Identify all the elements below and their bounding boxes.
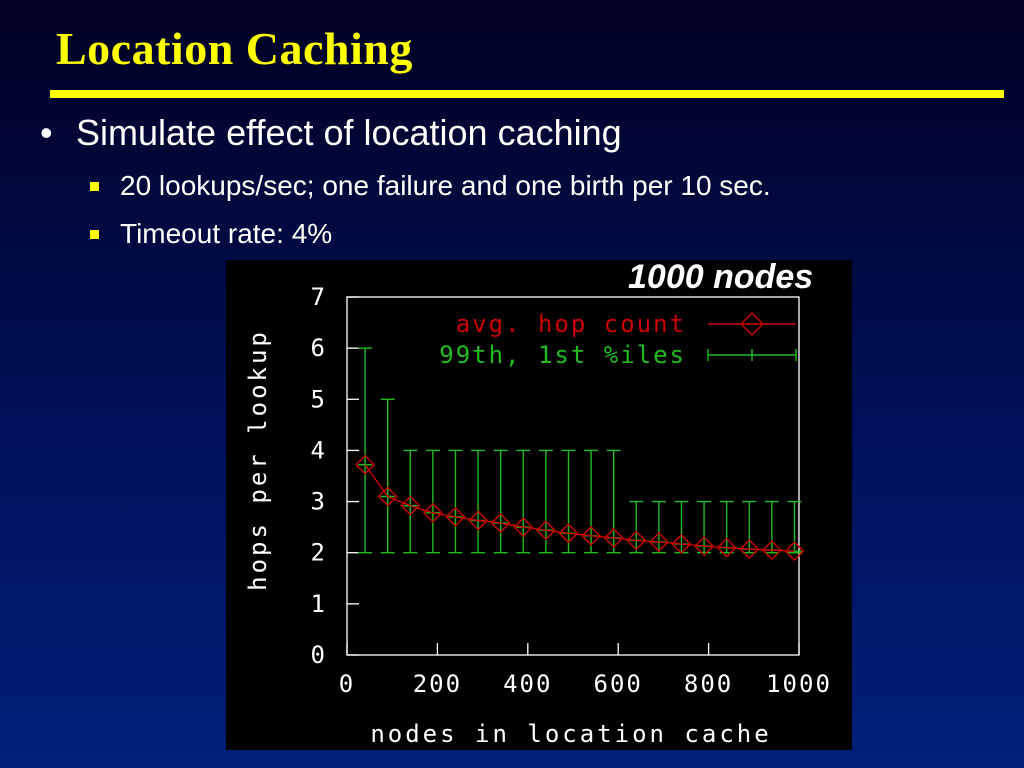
avg-point-marker [739, 539, 760, 560]
avg-hop-line [355, 454, 805, 562]
avg-point-marker [716, 537, 737, 558]
chart-axes: 0 1 2 3 4 5 6 7 0 200 400 600 800 1000 [311, 283, 832, 698]
avg-point-marker [422, 502, 443, 523]
avg-point-marker [784, 541, 805, 562]
plot-frame [346, 296, 800, 656]
y-tick-label: 4 [311, 436, 325, 464]
bullet-dot-icon: • [40, 112, 53, 153]
y-tick-label: 5 [311, 385, 325, 413]
y-tick-label: 0 [311, 641, 325, 669]
errorbar [538, 449, 553, 554]
errorbar [764, 500, 779, 554]
x-tick-label: 600 [594, 670, 643, 698]
avg-point-marker [535, 520, 556, 541]
sub-bullet-text: Timeout rate: 4% [120, 218, 333, 249]
avg-point-marker [377, 486, 398, 507]
x-tick-label: 400 [503, 670, 552, 698]
title-divider [50, 90, 1004, 98]
y-tick-label: 7 [311, 283, 325, 311]
avg-point-marker [400, 495, 421, 516]
square-bullet-icon [90, 182, 99, 191]
hop-count-chart: 0 1 2 3 4 5 6 7 0 200 400 600 800 1000 avg. hop count… [244, 283, 832, 748]
errorbar [358, 347, 373, 554]
avg-point-marker [581, 525, 602, 546]
x-axis-label: nodes in location cache [370, 720, 771, 748]
errorbar [516, 449, 531, 554]
y-axis-label: hops per lookup [244, 329, 272, 591]
avg-point-marker [671, 534, 692, 555]
avg-point-marker [761, 540, 782, 561]
errorbar [651, 500, 666, 554]
y-tick-label: 1 [311, 590, 325, 618]
x-tick-label: 1000 [766, 670, 832, 698]
y-tick-label: 3 [311, 488, 325, 516]
square-bullet-icon [90, 230, 99, 239]
chart-legend: avg. hop count 99th, 1st %iles [439, 310, 797, 369]
errorbar [719, 500, 734, 554]
legend-diamond-icon [740, 312, 764, 336]
avg-point-marker [603, 527, 624, 548]
y-tick-label: 2 [311, 539, 325, 567]
legend-label-avg: avg. hop count [456, 310, 686, 338]
avg-point-marker [513, 517, 534, 538]
errorbar [448, 449, 463, 554]
avg-point-marker [626, 530, 647, 551]
slide-title: Location Caching [56, 23, 413, 74]
avg-point-marker [490, 513, 511, 534]
x-tick-label: 0 [339, 670, 355, 698]
legend-label-percentiles: 99th, 1st %iles [439, 341, 686, 369]
errorbar [380, 398, 395, 554]
chart-panel: 0 1 2 3 4 5 6 7 0 200 400 600 800 1000 avg. hop count… [226, 260, 852, 750]
x-tick-label: 200 [413, 670, 462, 698]
main-bullet-text: Simulate effect of location caching [76, 112, 622, 153]
avg-point-marker [468, 510, 489, 531]
errorbar [493, 449, 508, 554]
avg-point-marker [558, 523, 579, 544]
avg-hop-polyline [364, 464, 795, 552]
avg-point-marker [694, 536, 715, 557]
errorbar [584, 449, 599, 554]
avg-point-marker [648, 531, 669, 552]
avg-point-marker [355, 454, 376, 475]
avg-point-marker [445, 506, 466, 527]
y-tick-label: 6 [311, 334, 325, 362]
errorbar [425, 449, 440, 554]
sub-bullet-text: 20 lookups/sec; one failure and one birt… [120, 170, 771, 201]
chart-note: 1000 nodes [628, 258, 814, 296]
x-tick-label: 800 [684, 670, 733, 698]
errorbar [471, 449, 486, 554]
percentile-errorbars [358, 347, 802, 554]
